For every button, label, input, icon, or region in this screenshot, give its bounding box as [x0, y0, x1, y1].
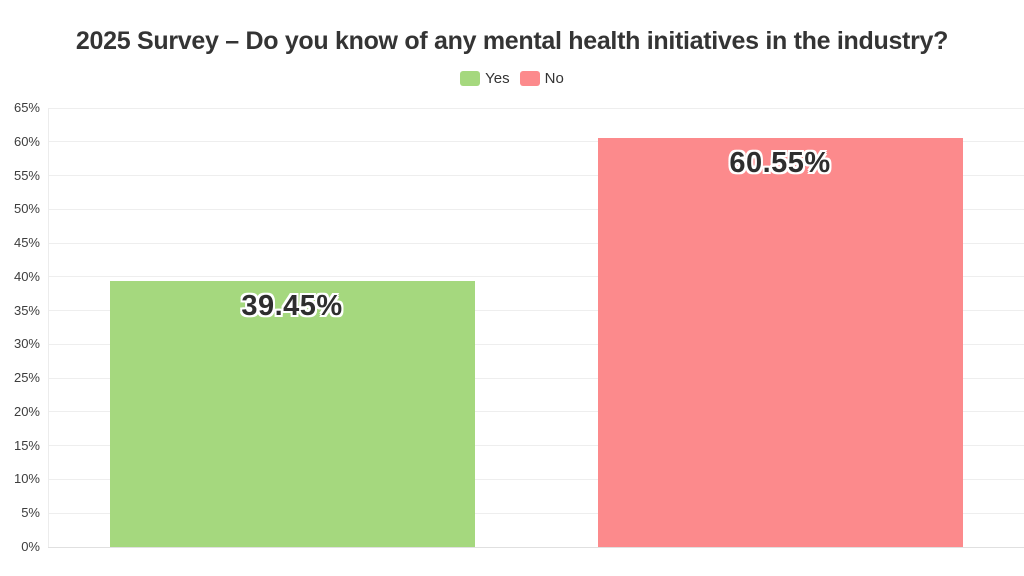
- gridline: [48, 546, 1024, 548]
- y-axis-tick-label: 5%: [21, 505, 40, 521]
- y-axis-tick-label: 25%: [13, 370, 40, 386]
- y-axis-tick-label: 10%: [13, 471, 40, 487]
- y-axis-tick-label: 50%: [13, 201, 40, 217]
- legend-swatch-no: [519, 70, 540, 86]
- gridline: [48, 276, 1024, 278]
- gridline: [48, 310, 1024, 312]
- gridline: [48, 512, 1024, 514]
- y-axis-tick-label: 55%: [13, 167, 40, 183]
- legend-item-yes[interactable]: Yes: [460, 69, 510, 87]
- y-axis-tick-label: 45%: [13, 235, 40, 251]
- y-axis-tick-label: 30%: [13, 336, 40, 352]
- y-axis-line: [48, 108, 49, 547]
- legend-swatch-yes: [460, 70, 481, 86]
- y-axis-tick-label: 0%: [21, 539, 40, 554]
- gridline: [48, 242, 1024, 244]
- chart-title: 2025 Survey – Do you know of any mental …: [75, 27, 949, 55]
- legend-label-yes: Yes: [485, 69, 510, 87]
- bar-value-label: 60.55%: [729, 147, 831, 180]
- bar-value-label: 39.45%: [241, 289, 343, 322]
- gridline: [48, 377, 1024, 379]
- gridline: [48, 175, 1024, 177]
- legend-item-no[interactable]: No: [519, 69, 564, 87]
- bar-no[interactable]: 60.55%: [597, 138, 963, 547]
- bar-yes[interactable]: 39.45%: [109, 280, 475, 547]
- gridline: [48, 445, 1024, 447]
- gridline: [48, 343, 1024, 345]
- y-axis-tick-label: 15%: [13, 437, 40, 453]
- legend: Yes No: [0, 68, 1024, 88]
- y-axis-tick-label: 65%: [13, 100, 40, 115]
- y-axis-tick-label: 60%: [13, 133, 40, 149]
- legend-label-no: No: [544, 69, 564, 87]
- y-axis-tick-label: 35%: [13, 302, 40, 318]
- y-axis-tick-label: 40%: [13, 268, 40, 284]
- gridline: [48, 107, 1024, 109]
- y-axis-tick-label: 20%: [13, 403, 40, 419]
- gridline: [48, 141, 1024, 143]
- gridline: [48, 411, 1024, 413]
- gridline: [48, 478, 1024, 480]
- gridline: [48, 208, 1024, 210]
